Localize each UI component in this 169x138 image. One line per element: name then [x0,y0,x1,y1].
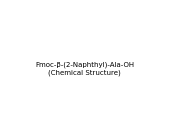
Text: Fmoc-β-(2-Naphthyl)-Ala-OH
(Chemical Structure): Fmoc-β-(2-Naphthyl)-Ala-OH (Chemical Str… [35,62,134,76]
